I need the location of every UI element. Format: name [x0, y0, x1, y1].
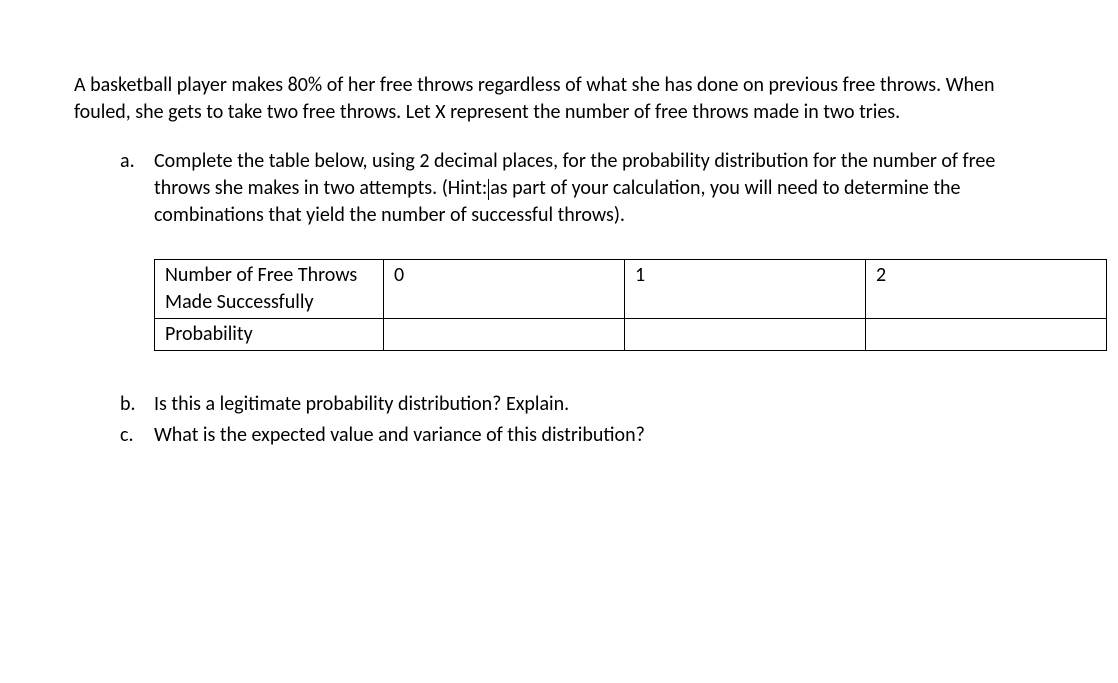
- part-c: c. What is the expected value and varian…: [120, 422, 1048, 449]
- table-row: Number of Free Throws Made Successfully …: [155, 260, 1107, 319]
- question-list-continued: b. Is this a legitimate probability dist…: [74, 391, 1048, 449]
- row1-label-cell: Number of Free Throws Made Successfully: [155, 260, 384, 319]
- probability-table-container: Number of Free Throws Made Successfully …: [154, 259, 1048, 351]
- row2-label-cell: Probability: [155, 319, 384, 351]
- part-b-text: Is this a legitimate probability distrib…: [154, 391, 1048, 418]
- part-a: a. Complete the table below, using 2 dec…: [120, 148, 1048, 255]
- row1-val-1: 1: [625, 260, 866, 319]
- part-b-marker: b.: [120, 391, 154, 418]
- document-page: A basketball player makes 80% of her fre…: [0, 0, 1118, 449]
- row2-val-1: [625, 319, 866, 351]
- row2-val-0: [384, 319, 625, 351]
- part-c-text: What is the expected value and variance …: [154, 422, 1048, 449]
- intro-paragraph: A basketball player makes 80% of her fre…: [74, 72, 1048, 126]
- row2-val-2: [866, 319, 1107, 351]
- part-a-text: Complete the table below, using 2 decima…: [154, 148, 1048, 229]
- row1-val-2: 2: [866, 260, 1107, 319]
- part-b: b. Is this a legitimate probability dist…: [120, 391, 1048, 418]
- row1-val-0: 0: [384, 260, 625, 319]
- question-list: a. Complete the table below, using 2 dec…: [74, 148, 1048, 255]
- part-c-marker: c.: [120, 422, 154, 449]
- table-row: Probability: [155, 319, 1107, 351]
- part-a-marker: a.: [120, 148, 154, 255]
- probability-table: Number of Free Throws Made Successfully …: [154, 259, 1107, 351]
